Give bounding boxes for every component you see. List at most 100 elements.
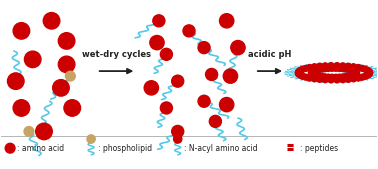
Ellipse shape xyxy=(209,115,222,127)
Ellipse shape xyxy=(317,63,323,69)
Ellipse shape xyxy=(334,77,340,83)
Ellipse shape xyxy=(322,77,328,83)
Ellipse shape xyxy=(150,35,164,50)
Ellipse shape xyxy=(220,98,234,112)
Ellipse shape xyxy=(13,100,30,116)
Ellipse shape xyxy=(349,67,355,73)
Ellipse shape xyxy=(220,14,234,28)
Ellipse shape xyxy=(340,77,346,83)
Ellipse shape xyxy=(366,71,372,77)
Ellipse shape xyxy=(309,70,315,77)
Ellipse shape xyxy=(58,33,75,49)
Ellipse shape xyxy=(346,73,352,79)
Ellipse shape xyxy=(311,76,318,82)
Ellipse shape xyxy=(24,127,34,136)
Ellipse shape xyxy=(328,63,334,69)
Ellipse shape xyxy=(311,64,318,70)
Ellipse shape xyxy=(310,68,316,74)
Ellipse shape xyxy=(340,74,346,80)
Ellipse shape xyxy=(223,69,238,83)
Ellipse shape xyxy=(65,71,75,81)
Ellipse shape xyxy=(365,67,371,74)
Ellipse shape xyxy=(340,66,346,72)
Ellipse shape xyxy=(351,72,357,78)
Ellipse shape xyxy=(355,65,361,70)
Ellipse shape xyxy=(363,66,369,72)
Ellipse shape xyxy=(198,95,210,107)
Ellipse shape xyxy=(174,135,182,143)
Ellipse shape xyxy=(58,56,75,73)
Ellipse shape xyxy=(346,66,352,73)
Ellipse shape xyxy=(297,67,303,74)
Ellipse shape xyxy=(333,65,339,71)
Text: acidic pH: acidic pH xyxy=(248,50,292,59)
Ellipse shape xyxy=(310,71,316,77)
Ellipse shape xyxy=(87,135,95,143)
Ellipse shape xyxy=(5,143,15,153)
Ellipse shape xyxy=(319,74,325,80)
Ellipse shape xyxy=(311,72,317,78)
Ellipse shape xyxy=(313,73,319,79)
Text: : phospholipid: : phospholipid xyxy=(98,144,152,153)
Ellipse shape xyxy=(345,76,352,82)
Ellipse shape xyxy=(355,75,361,81)
Ellipse shape xyxy=(325,74,332,80)
Ellipse shape xyxy=(340,63,346,69)
Text: : N-acyl amino acid: : N-acyl amino acid xyxy=(184,144,258,153)
Ellipse shape xyxy=(307,65,313,70)
Ellipse shape xyxy=(295,70,301,76)
Ellipse shape xyxy=(43,13,60,29)
Ellipse shape xyxy=(25,51,41,68)
Ellipse shape xyxy=(198,42,210,54)
Ellipse shape xyxy=(366,69,372,75)
Ellipse shape xyxy=(345,63,352,69)
Ellipse shape xyxy=(325,65,332,71)
Ellipse shape xyxy=(36,123,52,140)
Ellipse shape xyxy=(313,67,319,73)
Ellipse shape xyxy=(299,73,305,79)
Ellipse shape xyxy=(8,73,24,89)
Text: : amino acid: : amino acid xyxy=(17,144,64,153)
Ellipse shape xyxy=(172,75,184,87)
Ellipse shape xyxy=(343,66,349,72)
Ellipse shape xyxy=(309,69,315,75)
Ellipse shape xyxy=(322,66,328,72)
Ellipse shape xyxy=(316,66,322,73)
Ellipse shape xyxy=(308,70,314,76)
Ellipse shape xyxy=(351,68,357,74)
Ellipse shape xyxy=(336,65,342,71)
Text: : peptides: : peptides xyxy=(300,144,338,153)
Ellipse shape xyxy=(317,76,323,82)
Ellipse shape xyxy=(343,74,349,80)
Ellipse shape xyxy=(350,64,356,70)
Ellipse shape xyxy=(328,77,334,83)
Ellipse shape xyxy=(303,74,309,80)
Ellipse shape xyxy=(172,125,184,137)
Ellipse shape xyxy=(325,64,343,82)
Ellipse shape xyxy=(160,102,172,114)
Ellipse shape xyxy=(352,68,358,74)
Ellipse shape xyxy=(316,73,322,79)
Ellipse shape xyxy=(303,65,309,71)
Ellipse shape xyxy=(296,71,302,77)
Ellipse shape xyxy=(206,68,218,80)
Ellipse shape xyxy=(299,66,305,72)
Ellipse shape xyxy=(353,70,359,76)
Ellipse shape xyxy=(319,66,325,72)
Ellipse shape xyxy=(307,75,313,81)
Ellipse shape xyxy=(353,69,359,75)
Ellipse shape xyxy=(160,48,172,60)
Ellipse shape xyxy=(231,41,245,55)
Ellipse shape xyxy=(183,25,195,37)
Ellipse shape xyxy=(350,76,356,82)
Ellipse shape xyxy=(322,63,328,69)
Ellipse shape xyxy=(311,68,317,74)
Ellipse shape xyxy=(336,74,342,80)
Ellipse shape xyxy=(367,70,373,76)
Ellipse shape xyxy=(64,100,81,116)
Ellipse shape xyxy=(359,65,365,71)
Text: wet-dry cycles: wet-dry cycles xyxy=(82,50,151,59)
Ellipse shape xyxy=(352,71,358,77)
Ellipse shape xyxy=(333,74,339,80)
Ellipse shape xyxy=(322,74,328,80)
